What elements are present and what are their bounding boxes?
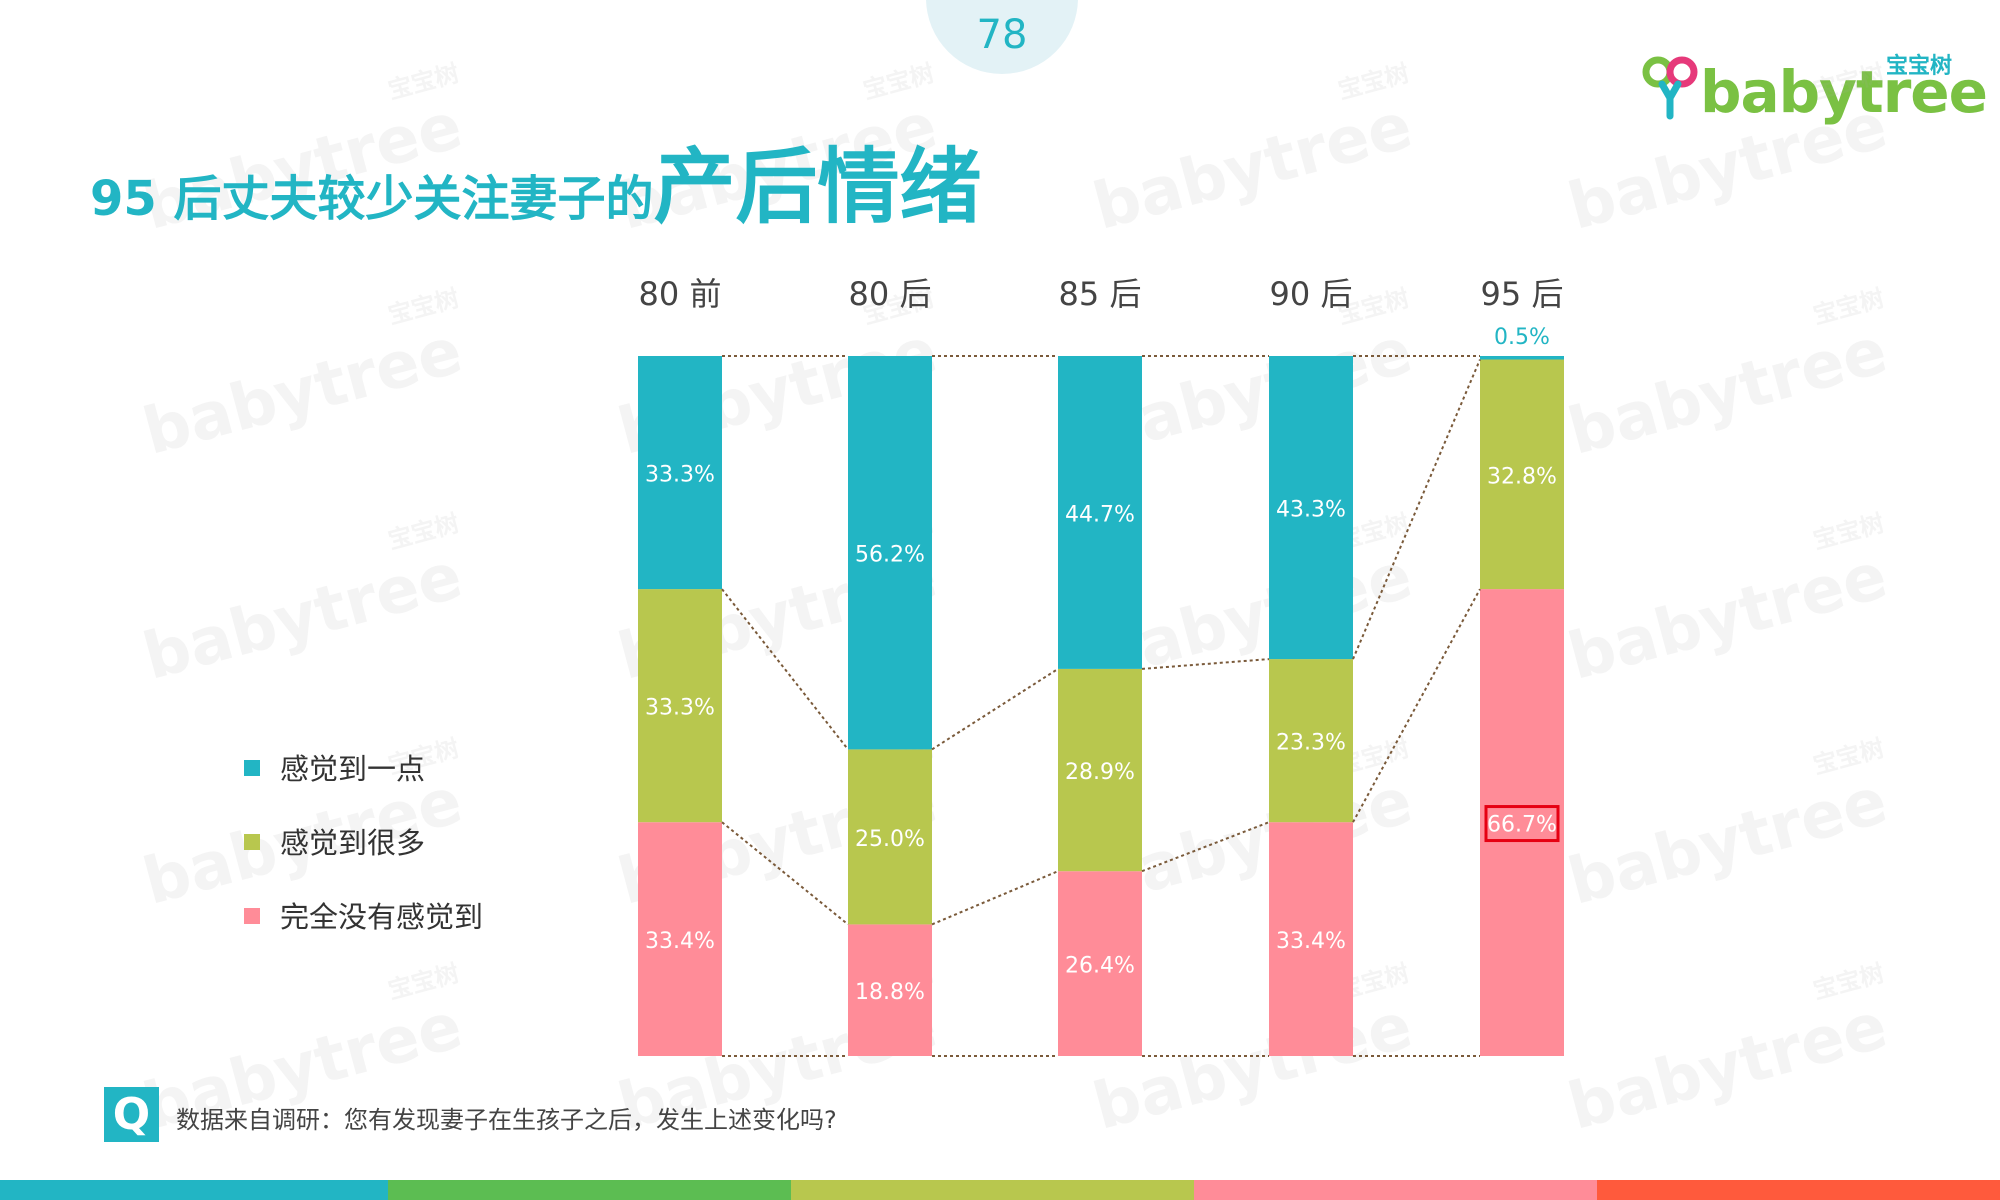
bar-segment [1480, 589, 1564, 1056]
series-line [1141, 821, 1270, 873]
series-line [931, 870, 1059, 926]
category-label: 90 后 [1270, 275, 1353, 313]
data-label: 33.4% [1276, 929, 1346, 954]
data-label: 26.4% [1065, 954, 1135, 979]
category-label: 85 后 [1059, 275, 1142, 313]
babytree-logo: 宝宝树 babytree [1642, 48, 1988, 128]
legend-swatch [244, 834, 260, 850]
series-line [1352, 359, 1481, 660]
category-label: 80 后 [849, 275, 932, 313]
data-label: 32.8% [1487, 464, 1557, 489]
bottom-color-strip [0, 1180, 2000, 1200]
data-label: 66.7% [1487, 813, 1557, 838]
bar-segment [848, 924, 932, 1056]
question-icon: Q [104, 1087, 159, 1142]
page-number: 78 [976, 12, 1028, 58]
survey-note: 数据来自调研：您有发现妻子在生孩子之后，发生上述变化吗? [176, 1106, 837, 1134]
title-emphasis: 产后情绪 [653, 140, 982, 235]
data-label: 56.2% [855, 543, 925, 568]
data-label: 43.3% [1276, 498, 1346, 523]
bar-segment [1269, 356, 1353, 660]
series-line [1352, 588, 1481, 823]
strip-segment [388, 1180, 791, 1200]
legend-label: 感觉到很多 [280, 826, 426, 860]
data-label: 44.7% [1065, 502, 1135, 527]
strip-segment [0, 1180, 388, 1200]
category-label: 95 后 [1481, 275, 1564, 313]
legend-label: 感觉到一点 [280, 752, 426, 786]
bar-segment [1269, 822, 1353, 1056]
bar-segment [638, 822, 722, 1056]
data-label: 23.3% [1276, 731, 1346, 756]
data-label: 33.3% [645, 696, 715, 721]
series-line [721, 821, 849, 926]
highlight-box [1484, 805, 1560, 843]
bar-segment [1269, 659, 1353, 823]
bar-segment [1058, 356, 1142, 669]
strip-segment [1194, 1180, 1597, 1200]
data-label: 25.0% [855, 827, 925, 852]
bar-segment [1058, 871, 1142, 1056]
series-line [931, 668, 1059, 751]
bar-segment [1480, 356, 1564, 360]
logo-mark-icon [1642, 56, 1698, 120]
legend-swatch [244, 760, 260, 776]
logo-text-cn: 宝宝树 [1885, 54, 1952, 79]
logo-text-en: babytree [1700, 58, 1988, 126]
title-lead: 95 后丈夫较少关注妻子的 [90, 171, 654, 227]
page-title: 95 后丈夫较少关注妻子的产后情绪 [90, 120, 982, 239]
category-label: 80 前 [639, 275, 722, 313]
series-line [1141, 658, 1270, 670]
data-label: 33.3% [645, 463, 715, 488]
strip-segment [791, 1180, 1194, 1200]
legend-swatch [244, 908, 260, 924]
bar-segment [1480, 359, 1564, 590]
strip-segment [1597, 1180, 2000, 1200]
series-line [721, 588, 849, 751]
data-label: 28.9% [1065, 760, 1135, 785]
bar-segment [638, 356, 722, 590]
data-label: 18.8% [855, 980, 925, 1005]
bar-segment [1058, 668, 1142, 872]
data-label: 33.4% [645, 929, 715, 954]
legend-label: 完全没有感觉到 [280, 900, 484, 934]
bar-segment [848, 749, 932, 925]
data-label: 0.5% [1494, 325, 1550, 350]
bar-segment [848, 356, 932, 750]
bar-segment [638, 589, 722, 823]
